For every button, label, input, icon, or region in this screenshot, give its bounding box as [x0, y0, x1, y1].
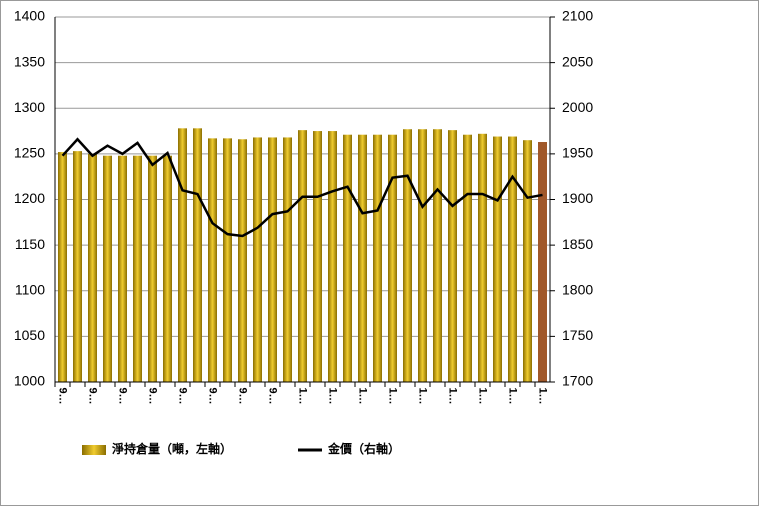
bar: [58, 152, 67, 382]
y2-tick-label: 1750: [562, 327, 593, 343]
bar: [283, 137, 292, 382]
y-tick-label: 1250: [14, 145, 45, 161]
bar: [298, 130, 307, 382]
bar: [448, 130, 457, 382]
x-tick-label: 9…: [87, 387, 99, 404]
x-tick-label: 9…: [237, 387, 249, 404]
bar: [328, 131, 337, 382]
bar: [418, 129, 427, 382]
x-tick-label: 9…: [117, 387, 129, 404]
y2-tick-label: 1850: [562, 236, 593, 252]
x-tick-label: 1…: [507, 387, 519, 404]
y2-tick-label: 1800: [562, 281, 593, 297]
legend-label: 金價（右軸）: [327, 441, 400, 456]
bar: [268, 137, 277, 382]
x-tick-label: 1…: [477, 387, 489, 404]
x-tick-label: 1…: [537, 387, 549, 404]
x-tick-label: 1…: [417, 387, 429, 404]
x-tick-label: 1…: [327, 387, 339, 404]
bar: [373, 134, 382, 382]
bar: [88, 153, 97, 382]
x-tick-label: 1…: [357, 387, 369, 404]
legend-swatch: [82, 445, 106, 455]
bar: [523, 140, 532, 382]
bar: [163, 155, 172, 382]
y-tick-label: 1200: [14, 190, 45, 206]
bar: [193, 128, 202, 382]
bar: [238, 139, 247, 382]
y-tick-label: 1150: [15, 236, 45, 252]
x-tick-label: 1…: [297, 387, 309, 404]
y2-tick-label: 2000: [562, 99, 593, 115]
bar: [343, 134, 352, 382]
bar: [178, 128, 187, 382]
bar: [148, 155, 157, 382]
y2-tick-label: 1700: [562, 373, 593, 389]
x-tick-label: 9…: [57, 387, 69, 404]
y-tick-label: 1400: [14, 8, 45, 24]
bar: [133, 155, 142, 382]
x-tick-label: 9…: [267, 387, 279, 404]
bar: [388, 134, 397, 382]
bar: [538, 142, 547, 382]
y-tick-label: 1350: [14, 53, 45, 69]
bar: [403, 129, 412, 382]
y2-tick-label: 2100: [562, 8, 593, 24]
y-tick-label: 1300: [14, 99, 45, 115]
line: [61, 137, 543, 238]
x-tick-label: 1…: [387, 387, 399, 404]
x-tick-label: 9…: [207, 387, 219, 404]
bar: [208, 138, 217, 382]
y2-tick-label: 1900: [562, 190, 593, 206]
bar: [358, 134, 367, 382]
y-tick-label: 1000: [14, 373, 45, 389]
bar: [103, 155, 112, 382]
bar: [118, 155, 127, 382]
x-tick-label: 1…: [447, 387, 459, 404]
bar: [253, 137, 262, 382]
bar: [463, 134, 472, 382]
bar: [223, 138, 232, 382]
x-tick-label: 9…: [177, 387, 189, 404]
bar: [508, 136, 517, 382]
bar: [313, 131, 322, 382]
bar: [478, 133, 487, 382]
y2-tick-label: 2050: [562, 53, 593, 69]
bar: [73, 151, 82, 382]
y2-tick-label: 1950: [562, 145, 593, 161]
x-tick-label: 9…: [147, 387, 159, 404]
bar: [493, 136, 502, 382]
y-tick-label: 1100: [15, 281, 45, 297]
legend-label: 淨持倉量（噸，左軸）: [111, 441, 232, 456]
bar: [433, 129, 442, 382]
y-tick-label: 1050: [14, 327, 45, 343]
